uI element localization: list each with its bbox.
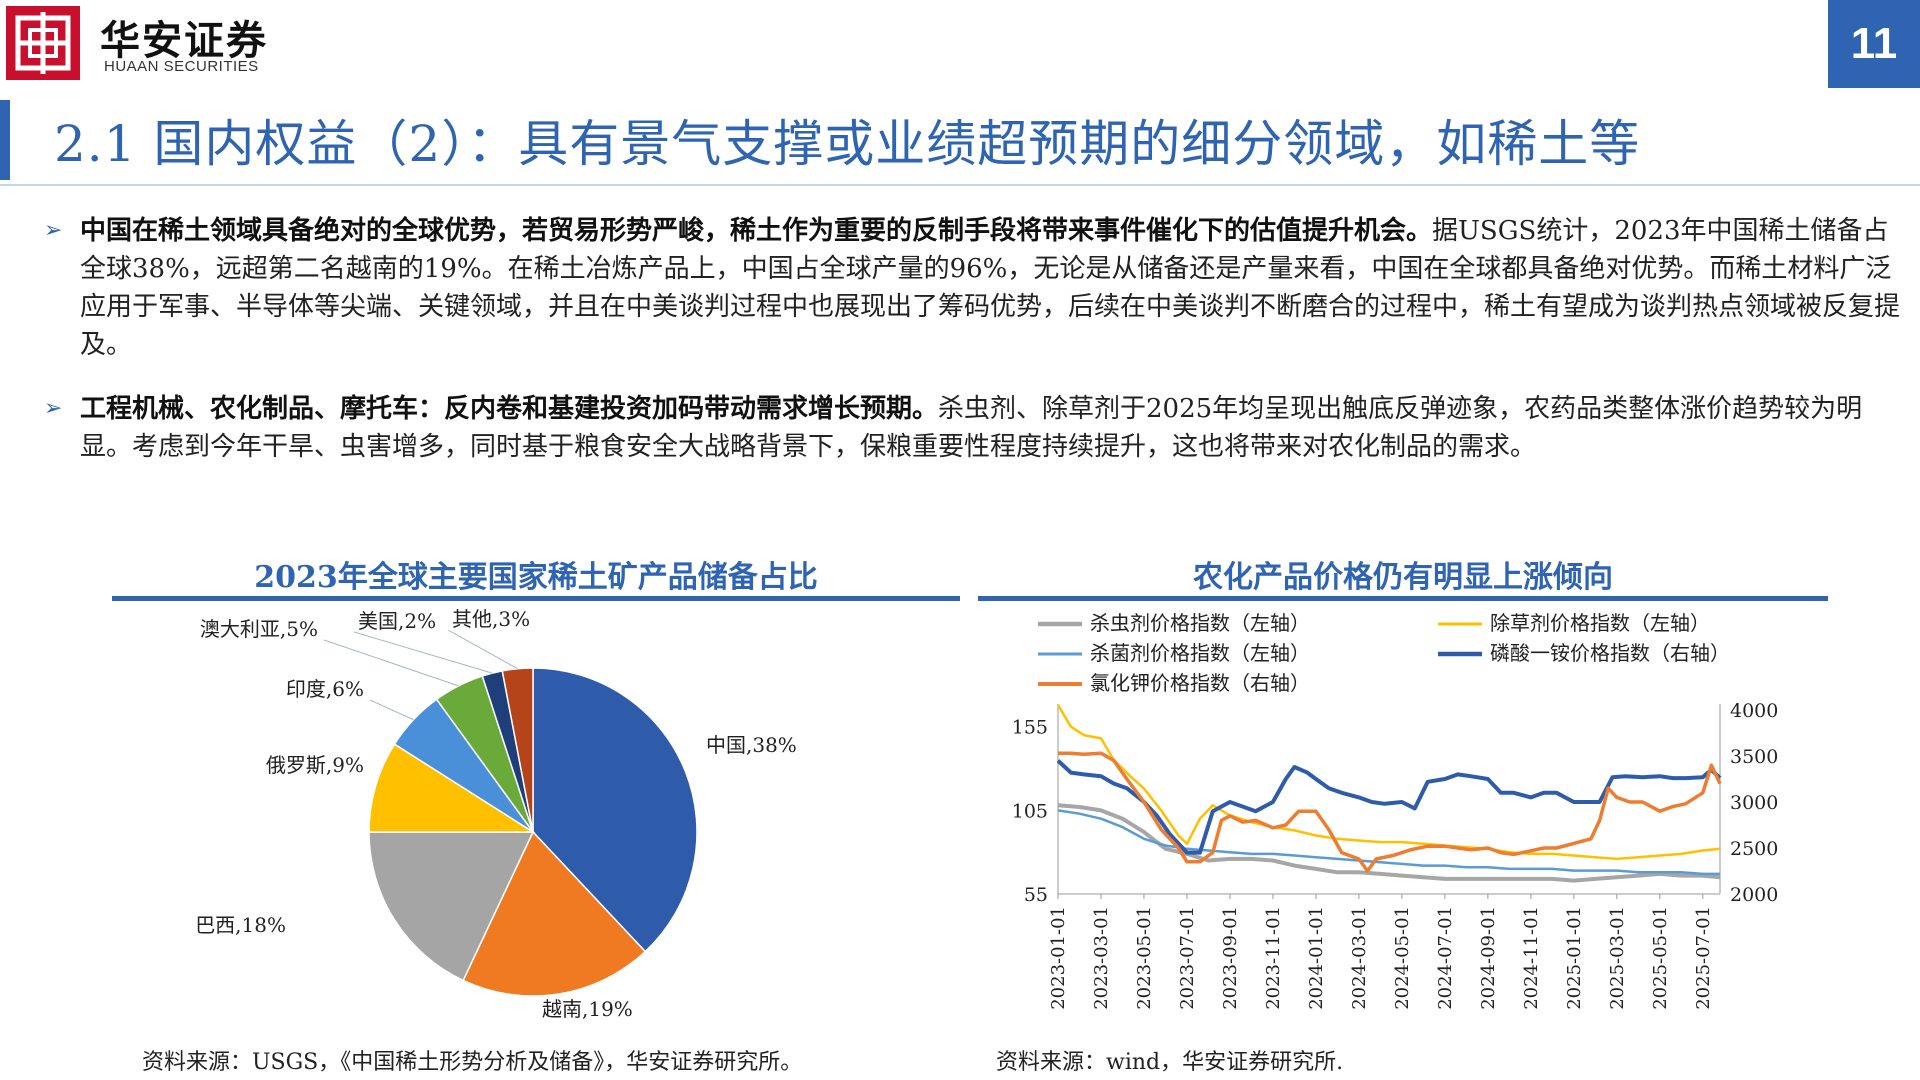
pie-slice-3 — [368, 743, 536, 833]
line-chart: 55 105 155 2000 2500 3000 3500 4000 2023-01-01 20… — [1012, 611, 1779, 1010]
pie-label: 印度,6% — [286, 677, 364, 701]
y-right-tick-label: 4000 — [1730, 700, 1778, 722]
legend-label: 除草剂价格指数（左轴） — [1490, 611, 1710, 635]
series-line-1 — [1056, 704, 1721, 861]
bullet-marker-icon: ➢ — [44, 218, 63, 243]
x-tick-label: 2023-05-01 — [1134, 906, 1155, 1010]
x-tick-label: 2023-01-01 — [1048, 906, 1069, 1010]
brand-name-en: HUAAN SECURITIES — [104, 58, 259, 75]
x-tick-label: 2024-03-01 — [1349, 906, 1370, 1010]
pie-label: 俄罗斯,9% — [266, 753, 364, 777]
x-tick-label: 2025-03-01 — [1607, 906, 1628, 1010]
pie-slice-2 — [368, 831, 535, 982]
pie-chart-rule — [112, 596, 960, 601]
pie-chart-title: 2023年全球主要国家稀土矿产品储备占比 — [254, 560, 818, 595]
logo-glyph-icon — [6, 6, 80, 80]
x-tick-label: 2025-05-01 — [1650, 906, 1671, 1010]
x-tick-label: 2024-05-01 — [1392, 906, 1413, 1010]
pie-label: 巴西,18% — [195, 913, 286, 937]
page-title: 2.1 国内权益（2）：具有景气支撑或业绩超预期的细分领域，如稀土等 — [54, 115, 1641, 173]
y-left-tick-label: 155 — [1012, 717, 1048, 739]
y-right-tick-label: 3000 — [1730, 792, 1778, 814]
x-tick-label: 2023-11-01 — [1263, 906, 1284, 1010]
x-tick-label: 2024-11-01 — [1521, 906, 1542, 1010]
line-chart-source: 资料来源：wind，华安证券研究所. — [996, 1050, 1344, 1075]
line-chart-title: 农化产品价格仍有明显上涨倾向 — [1193, 560, 1613, 595]
pie-label: 澳大利亚,5% — [200, 617, 318, 641]
x-tick-label: 2025-07-01 — [1693, 906, 1714, 1010]
bullet-marker-icon: ➢ — [44, 396, 63, 421]
pie-leader-line — [323, 639, 459, 687]
brand-logo-icon — [6, 6, 80, 80]
bullet-headline: 工程机械、农化制品、摩托车：反内卷和基建投资加码带动需求增长预期。 — [80, 394, 939, 424]
pie-label: 中国,38% — [706, 733, 797, 757]
legend-label: 杀虫剂价格指数（左轴） — [1090, 611, 1310, 635]
y-right-tick-label: 3500 — [1730, 746, 1778, 768]
series-line-3 — [1056, 759, 1722, 855]
legend-label: 杀菌剂价格指数（左轴） — [1090, 641, 1310, 665]
x-tick-label: 2023-09-01 — [1220, 906, 1241, 1010]
series-line-0 — [1057, 803, 1721, 883]
bullet-body: 杀虫剂、除草剂于2025年均呈现出触底反弹迹象，农药品类整体涨价趋势较为明显。考… — [80, 394, 1863, 462]
y-right-tick-label: 2000 — [1730, 884, 1778, 906]
pie-slice-0 — [532, 667, 698, 953]
pie-leader-line — [447, 629, 518, 670]
x-tick-label: 2025-01-01 — [1564, 906, 1585, 1010]
legend-label: 磷酸一铵价格指数（右轴） — [1490, 641, 1730, 665]
title-accent-bar — [0, 100, 10, 180]
series-line-2 — [1057, 809, 1720, 876]
x-tick-label: 2024-01-01 — [1306, 906, 1327, 1010]
pie-slice-1 — [462, 830, 647, 997]
x-tick-label: 2023-07-01 — [1177, 906, 1198, 1010]
page-number-badge: 11 — [1828, 0, 1920, 88]
pie-leader-line — [353, 631, 493, 674]
y-right-tick-label: 2500 — [1730, 838, 1778, 860]
bullet-body: 据USGS统计，2023年中国稀土储备占全球38%，远超第二名越南的19%。在稀… — [80, 216, 1901, 360]
bullet-point-agrochem: ➢ 工程机械、农化制品、摩托车：反内卷和基建投资加码带动需求增长预期。杀虫剂、除… — [44, 390, 1903, 466]
y-left-tick-label: 105 — [1012, 800, 1048, 822]
pie-label: 美国,2% — [358, 609, 436, 633]
pie-leader-line — [369, 699, 414, 721]
pie-label: 其他,3% — [452, 607, 530, 631]
y-left-tick-label: 55 — [1024, 884, 1048, 906]
bullet-headline: 中国在稀土领域具备绝对的全球优势，若贸易形势严峻，稀土作为重要的反制手段将带来事… — [80, 216, 1433, 246]
series-line-4 — [1058, 751, 1722, 873]
line-chart-rule — [978, 596, 1828, 601]
brand-name-cn: 华安证券 — [100, 17, 268, 64]
x-tick-label: 2024-09-01 — [1478, 906, 1499, 1010]
x-tick-label: 2024-07-01 — [1435, 906, 1456, 1010]
title-divider — [0, 184, 1920, 186]
pie-chart-source: 资料来源：USGS，《中国稀土形势分析及储备》，华安证券研究所。 — [142, 1050, 803, 1075]
pie-chart: 中国,38% 越南,19% 巴西,18% 俄罗斯,9% 印度,6% 澳大利亚,5% 美国,2… — [195, 607, 797, 1021]
legend-label: 氯化钾价格指数（右轴） — [1090, 671, 1310, 695]
pie-label: 越南,19% — [542, 997, 633, 1021]
bullet-point-rare-earth: ➢ 中国在稀土领域具备绝对的全球优势，若贸易形势严峻，稀土作为重要的反制手段将带… — [44, 212, 1903, 364]
x-tick-label: 2023-03-01 — [1091, 906, 1112, 1010]
